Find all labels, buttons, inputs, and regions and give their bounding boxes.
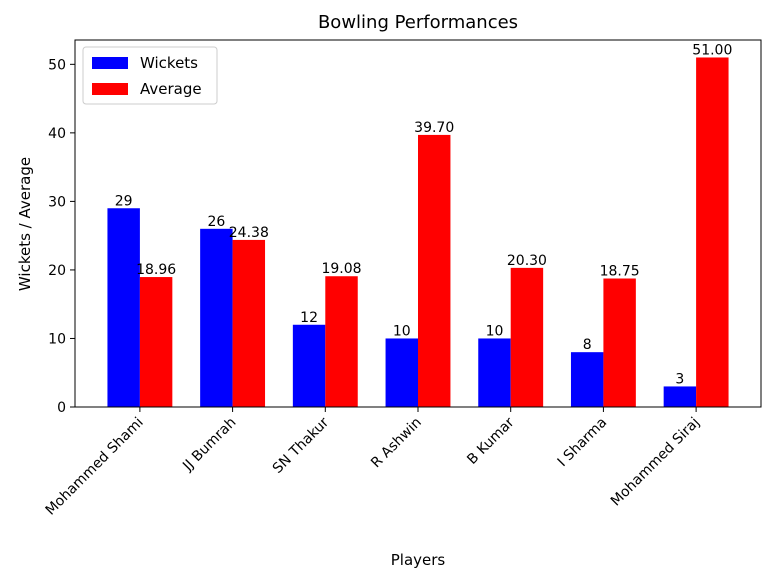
x-tick-label-jj-bumrah: JJ Bumrah [179,415,239,475]
bar-wickets-jj-bumrah [200,228,233,407]
bar-wickets-b-kumar [478,338,511,407]
x-tick-label-mohammed-shami: Mohammed Shami [43,415,147,519]
bar-average-jj-bumrah [232,239,266,407]
data-label-wickets-b-kumar: 10 [486,323,504,339]
bar-wickets-i-sharma [570,352,604,407]
bar-wickets-mohammed-shami [107,208,140,407]
y-tick-label: 0 [57,400,66,416]
bar-average-sn-thakur [325,276,358,407]
x-tick-label-r-ashwin: R Ashwin [368,415,425,472]
bar-average-i-sharma [603,278,636,407]
data-label-wickets-mohammed-shami: 29 [115,193,133,209]
data-label-wickets-mohammed-siraj: 3 [675,371,684,387]
x-tick-label-b-kumar: B Kumar [464,414,517,467]
y-axis-label: Wickets / Average [16,157,34,291]
data-label-wickets-sn-thakur: 12 [300,310,318,326]
legend-label-wickets: Wickets [140,54,198,72]
x-tick-label-mohammed-siraj: Mohammed Siraj [608,415,703,510]
bar-average-b-kumar [510,267,544,407]
plot-frame [74,39,762,408]
x-axis: Mohammed Shami JJ Bumrah SN Thakur R Ashwin… [43,407,703,519]
bar-average-r-ashwin [418,134,451,407]
y-tick-label: 50 [48,57,66,73]
data-label-average-jj-bumrah: 24.38 [229,225,269,241]
data-label-average-r-ashwin: 39.70 [414,120,454,136]
data-label-average-mohammed-shami: 18.96 [136,262,176,278]
data-label-average-b-kumar: 20.30 [507,253,547,269]
bar-wickets-mohammed-siraj [663,386,697,407]
bar-wickets-sn-thakur [292,324,326,407]
data-label-wickets-i-sharma: 8 [583,337,592,353]
bar-average-mohammed-siraj [696,57,729,407]
bar-wickets-r-ashwin [385,338,418,407]
y-tick-label: 40 [48,126,66,142]
y-tick-label: 30 [48,194,66,210]
y-tick-label: 20 [48,263,66,279]
legend-swatch-average [92,83,128,95]
data-label-average-sn-thakur: 19.08 [321,261,361,277]
data-label-wickets-r-ashwin: 10 [393,323,411,339]
data-labels-group: 29 26 12 10 10 8 3 18.96 24.38 19.08 39.70 20.30 18.… [115,42,733,387]
x-tick-label-sn-thakur: SN Thakur [270,414,332,476]
bar-average-mohammed-shami [139,277,173,407]
data-label-average-mohammed-siraj: 51.00 [692,42,732,58]
legend-label-average: Average [140,80,202,98]
x-tick-label-i-sharma: I Sharma [555,415,611,471]
legend: Wickets Average [82,46,218,105]
bars-group [107,57,729,407]
data-label-average-i-sharma: 18.75 [600,263,640,279]
data-label-wickets-jj-bumrah: 26 [207,214,225,230]
legend-swatch-wickets [92,57,128,69]
y-axis: 0 10 20 30 40 50 [48,57,75,416]
x-axis-label: Players [391,551,446,569]
y-tick-label: 10 [48,331,66,347]
chart-title: Bowling Performances [318,12,518,33]
